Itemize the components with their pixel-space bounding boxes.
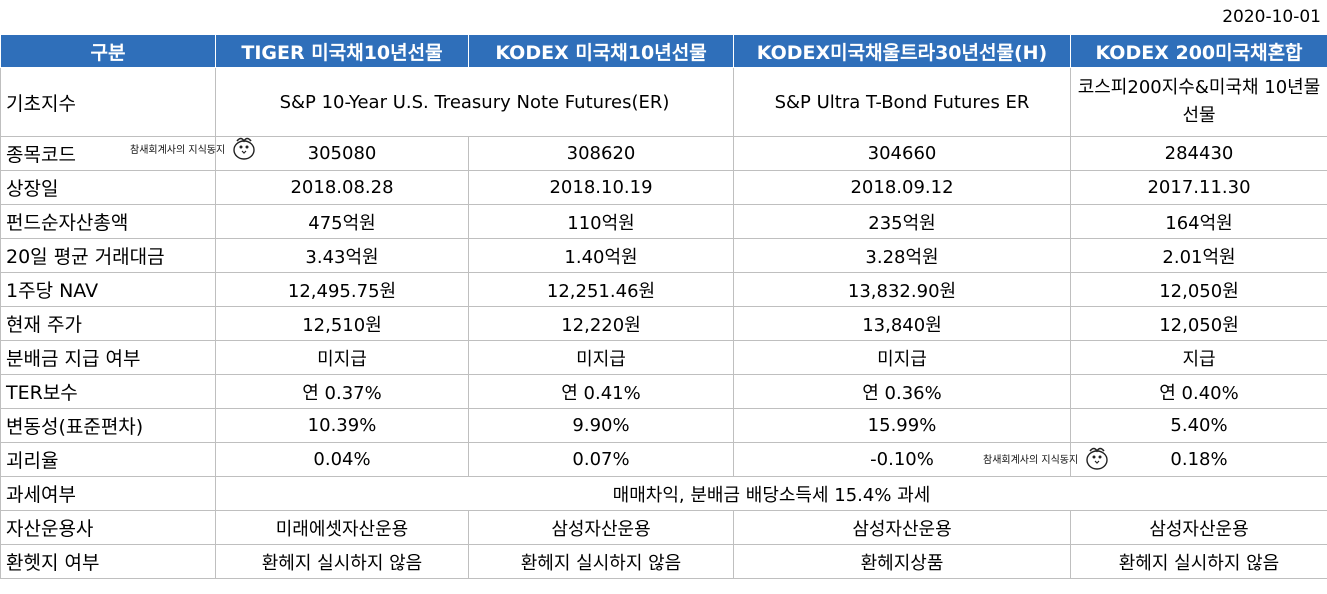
- table-row: 분배금 지급 여부 미지급 미지급 미지급 지급: [0, 340, 1327, 375]
- watermark-text: 참새회계사의 지식동지: [130, 144, 226, 156]
- table-cell: 연 0.40%: [1070, 374, 1327, 409]
- table-cell: 12,220원: [468, 306, 734, 341]
- date-label: 2020-10-01: [1222, 7, 1321, 27]
- table-cell: 110억원: [468, 204, 734, 239]
- table-cell: 12,050원: [1070, 306, 1327, 341]
- row-label: 변동성(표준편차): [0, 408, 216, 443]
- table-cell: 2018.08.28: [215, 170, 469, 205]
- table-cell: 환헤지 실시하지 않음: [468, 544, 734, 579]
- table-cell: 2017.11.30: [1070, 170, 1327, 205]
- table-cell: 미지급: [468, 340, 734, 375]
- table-row: 상장일 2018.08.28 2018.10.19 2018.09.12 2017.11…: [0, 170, 1327, 205]
- table-row: 종목코드 305080 308620 304660 284430: [0, 136, 1327, 171]
- table-cell: 305080: [215, 136, 469, 171]
- table-row: 20일 평균 거래대금 3.43억원 1.40억원 3.28억원 2.01억원: [0, 238, 1327, 273]
- table-cell: 미지급: [733, 340, 1071, 375]
- table-row: TER보수 연 0.37% 연 0.41% 연 0.36% 연 0.40%: [0, 374, 1327, 409]
- table-cell: S&P 10-Year U.S. Treasury Note Futures(E…: [215, 67, 734, 137]
- table-cell: 12,510원: [215, 306, 469, 341]
- row-label: 환헷지 여부: [0, 544, 216, 579]
- table-cell: 0.04%: [215, 442, 469, 477]
- table-row: 변동성(표준편차) 10.39% 9.90% 15.99% 5.40%: [0, 408, 1327, 443]
- table-cell: 미래에셋자산운용: [215, 510, 469, 545]
- table-row: 현재 주가 12,510원 12,220원 13,840원 12,050원: [0, 306, 1327, 341]
- row-label: 펀드순자산총액: [0, 204, 216, 239]
- table-cell: 9.90%: [468, 408, 734, 443]
- table-cell: 308620: [468, 136, 734, 171]
- table-cell: 미지급: [215, 340, 469, 375]
- row-label: 과세여부: [0, 476, 216, 511]
- watermark-text: 참새회계사의 지식동지: [983, 454, 1079, 466]
- row-label: 종목코드: [0, 136, 216, 171]
- table-cell: 매매차익, 분배금 배당소득세 15.4% 과세: [215, 476, 1327, 511]
- header-kodex-200-mixed: KODEX 200미국채혼합: [1070, 34, 1327, 68]
- table-cell: 환헤지상품: [733, 544, 1071, 579]
- table-cell: 1.40억원: [468, 238, 734, 273]
- table-cell: 삼성자산운용: [1070, 510, 1327, 545]
- table-cell: 284430: [1070, 136, 1327, 171]
- table-cell: 지급: [1070, 340, 1327, 375]
- table-cell: 삼성자산운용: [733, 510, 1071, 545]
- table-cell: 연 0.36%: [733, 374, 1071, 409]
- row-label: 괴리율: [0, 442, 216, 477]
- table-cell: 0.18%: [1070, 442, 1327, 477]
- row-label: 자산운용사: [0, 510, 216, 545]
- table-cell: 13,832.90원: [733, 272, 1071, 307]
- table-row: 자산운용사 미래에셋자산운용 삼성자산운용 삼성자산운용 삼성자산운용: [0, 510, 1327, 545]
- header-kodex-ultra-30y: KODEX미국채울트라30년선물(H): [733, 34, 1071, 68]
- table-cell: 475억원: [215, 204, 469, 239]
- header-kodex-10y: KODEX 미국채10년선물: [468, 34, 734, 68]
- table-cell: 12,251.46원: [468, 272, 734, 307]
- table-cell: 2.01억원: [1070, 238, 1327, 273]
- table-row: 과세여부 매매차익, 분배금 배당소득세 15.4% 과세: [0, 476, 1327, 511]
- table-cell: 5.40%: [1070, 408, 1327, 443]
- table-row: 괴리율 0.04% 0.07% -0.10% 0.18%: [0, 442, 1327, 477]
- table-cell: 13,840원: [733, 306, 1071, 341]
- table-row: 환헷지 여부 환헤지 실시하지 않음 환헤지 실시하지 않음 환헤지상품 환헤지 실시하…: [0, 544, 1327, 579]
- table-row: 펀드순자산총액 475억원 110억원 235억원 164억원: [0, 204, 1327, 239]
- table-cell: 15.99%: [733, 408, 1071, 443]
- sparrow-icon: [233, 137, 255, 160]
- table-cell: 3.28억원: [733, 238, 1071, 273]
- header-row: 구분 TIGER 미국채10년선물 KODEX 미국채10년선물 KODEX미국…: [0, 34, 1327, 68]
- table-cell: 12,495.75원: [215, 272, 469, 307]
- table-cell: -0.10%: [733, 442, 1071, 477]
- table-cell: 삼성자산운용: [468, 510, 734, 545]
- etf-comparison-table: 구분 TIGER 미국채10년선물 KODEX 미국채10년선물 KODEX미국…: [0, 34, 1327, 579]
- table-cell: 연 0.37%: [215, 374, 469, 409]
- table-cell: 코스피200지수&미국채 10년물선물: [1070, 67, 1327, 137]
- table-cell: 304660: [733, 136, 1071, 171]
- watermark-stamp: 참새회계사의 지식동지: [130, 133, 259, 163]
- row-label: 현재 주가: [0, 306, 216, 341]
- row-label: 기초지수: [0, 67, 216, 137]
- table-cell: 환헤지 실시하지 않음: [215, 544, 469, 579]
- table-cell: 2018.10.19: [468, 170, 734, 205]
- header-category: 구분: [0, 34, 216, 68]
- table-row-base-index: 기초지수 S&P 10-Year U.S. Treasury Note Futu…: [0, 67, 1327, 137]
- table-cell: 235억원: [733, 204, 1071, 239]
- table-cell: 환헤지 실시하지 않음: [1070, 544, 1327, 579]
- row-label: 분배금 지급 여부: [0, 340, 216, 375]
- row-label: 20일 평균 거래대금: [0, 238, 216, 273]
- row-label: 상장일: [0, 170, 216, 205]
- table-cell: 164억원: [1070, 204, 1327, 239]
- row-label: 1주당 NAV: [0, 272, 216, 307]
- watermark-stamp: 참새회계사의 지식동지: [983, 443, 1112, 473]
- table-cell: 10.39%: [215, 408, 469, 443]
- header-tiger-10y: TIGER 미국채10년선물: [215, 34, 469, 68]
- table-cell: 3.43억원: [215, 238, 469, 273]
- table-cell: 12,050원: [1070, 272, 1327, 307]
- table-cell: 0.07%: [468, 442, 734, 477]
- sparrow-icon: [1086, 447, 1108, 470]
- table-cell: S&P Ultra T-Bond Futures ER: [733, 67, 1071, 137]
- table-row: 1주당 NAV 12,495.75원 12,251.46원 13,832.90원 12,…: [0, 272, 1327, 307]
- table-cell: 연 0.41%: [468, 374, 734, 409]
- row-label: TER보수: [0, 374, 216, 409]
- table-cell: 2018.09.12: [733, 170, 1071, 205]
